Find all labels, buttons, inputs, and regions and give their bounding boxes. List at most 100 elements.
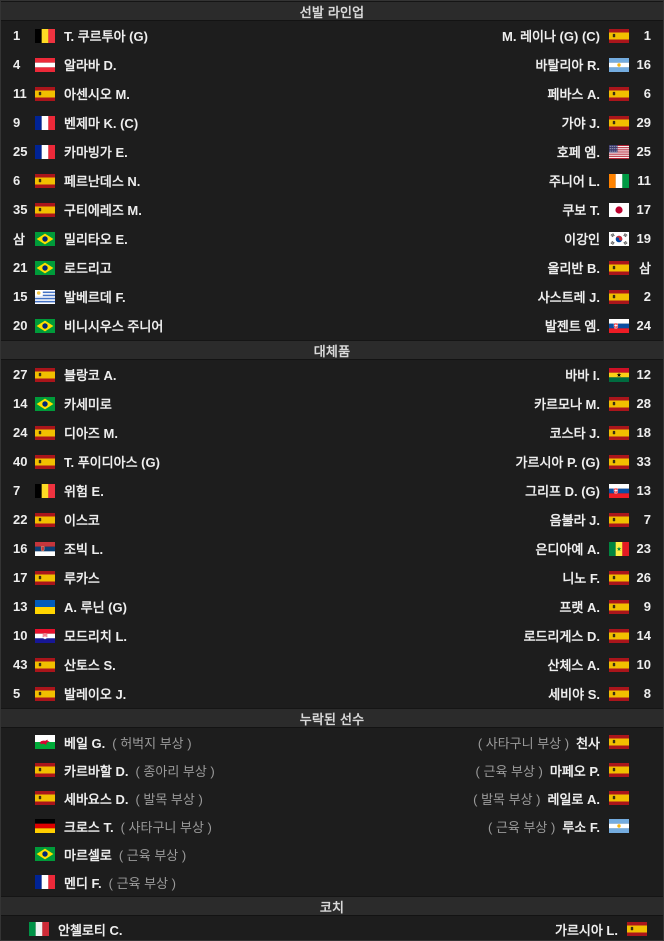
player-row[interactable]: 니노 F. 26	[332, 563, 663, 592]
player-row[interactable]: 세비야 S. 8	[332, 679, 663, 708]
player-row[interactable]: 멘디 F. ( 근육 부상 )	[1, 868, 332, 896]
player-name: 디아즈 M.	[64, 426, 118, 441]
player-row[interactable]: 17 루카스	[1, 563, 332, 592]
coach-row[interactable]: 안첼로티 C.	[1, 916, 332, 940]
away-missing-column: ( 사타구니 부상 ) 천사 ( 근육 부상 ) 마페오 P. ( 발목 부상 ) 레일로…	[332, 728, 663, 896]
player-row[interactable]: 올리반 B. 삼	[332, 253, 663, 282]
spain-flag-icon	[609, 628, 629, 643]
player-row[interactable]: 바바 I. 12	[332, 360, 663, 389]
player-row[interactable]: 7 위험 E.	[1, 476, 332, 505]
player-row[interactable]: 페바스 A. 6	[332, 79, 663, 108]
player-row[interactable]: 베일 G. ( 허벅지 부상 )	[1, 728, 332, 756]
player-row[interactable]: 27 블랑코 A.	[1, 360, 332, 389]
player-row[interactable]: 산체스 A. 10	[332, 650, 663, 679]
player-name: 알라바 D.	[64, 58, 117, 73]
player-row[interactable]: 5 발레이오 J.	[1, 679, 332, 708]
slovakia-flag-icon	[609, 318, 629, 333]
player-name: 모드리치 L.	[64, 629, 128, 644]
player-row[interactable]: 35 구티에레즈 M.	[1, 195, 332, 224]
player-row[interactable]: 6 페르난데스 N.	[1, 166, 332, 195]
player-row[interactable]: ( 발목 부상 ) 레일로 A.	[332, 784, 663, 812]
player-row[interactable]: 음불라 J. 7	[332, 505, 663, 534]
player-row[interactable]: 주니어 L. 11	[332, 166, 663, 195]
player-name: 카마빙가 E.	[64, 145, 128, 160]
player-row[interactable]: ( 근육 부상 ) 마페오 P.	[332, 756, 663, 784]
player-row[interactable]: 4 알라바 D.	[1, 50, 332, 79]
player-row[interactable]: 크로스 T. ( 사타구니 부상 )	[1, 812, 332, 840]
player-number: 10	[636, 657, 651, 672]
player-name: 은디아예 A.	[535, 542, 600, 557]
player-row[interactable]: 이강인 19	[332, 224, 663, 253]
player-name: 쿠보 T.	[562, 203, 600, 218]
brazil-flag-icon	[35, 231, 55, 246]
player-name: 가야 J.	[561, 116, 600, 131]
player-number: 19	[636, 231, 651, 246]
player-name: 마페오 P.	[549, 763, 600, 779]
player-row[interactable]: 10 모드리치 L.	[1, 621, 332, 650]
player-row[interactable]: 20 비니시우스 주니어	[1, 311, 332, 340]
injury-note: ( 근육 부상 )	[488, 819, 556, 835]
germany-flag-icon	[35, 819, 55, 833]
player-row[interactable]: 세바요스 D. ( 발목 부상 )	[1, 784, 332, 812]
player-name: 산체스 A.	[547, 658, 601, 673]
player-name: 카세미로	[64, 397, 112, 412]
section-lineup: 선발 라인업 1 T. 쿠르투아 (G) 4 알라바 D. 11 아센시오 M. 9 벤제마 …	[1, 1, 663, 340]
player-name: 멘디 F.	[64, 875, 102, 891]
player-row[interactable]: 로드리게스 D. 14	[332, 621, 663, 650]
player-row[interactable]: 가르시아 P. (G) 33	[332, 447, 663, 476]
player-row[interactable]: 25 카마빙가 E.	[1, 137, 332, 166]
spain-flag-icon	[35, 686, 55, 701]
player-row[interactable]: 은디아예 A. 23	[332, 534, 663, 563]
player-row[interactable]: 13 A. 루닌 (G)	[1, 592, 332, 621]
usa-flag-icon	[609, 144, 629, 159]
player-row[interactable]: 프랫 A. 9	[332, 592, 663, 621]
player-name: M. 레이나 (G) (C)	[502, 29, 600, 44]
player-number: 1	[13, 28, 21, 43]
player-row[interactable]: 코스타 J. 18	[332, 418, 663, 447]
injury-note: ( 종아리 부상 )	[135, 763, 215, 779]
spain-flag-icon	[35, 763, 55, 777]
player-row[interactable]: 바탈리아 R. 16	[332, 50, 663, 79]
player-row[interactable]: 40 T. 푸이디아스 (G)	[1, 447, 332, 476]
spain-flag-icon	[35, 657, 55, 672]
injury-note: ( 근육 부상 )	[108, 875, 176, 891]
player-row[interactable]: 15 발베르데 F.	[1, 282, 332, 311]
player-number: 17	[636, 202, 651, 217]
player-name: 니노 F.	[562, 571, 600, 586]
player-row[interactable]: 24 디아즈 M.	[1, 418, 332, 447]
player-name: 카르바할 D.	[64, 763, 129, 779]
player-row[interactable]: 발젠트 엠. 24	[332, 311, 663, 340]
senegal-flag-icon	[609, 541, 629, 556]
player-row[interactable]: 그리프 D. (G) 13	[332, 476, 663, 505]
player-row[interactable]: 22 이스코	[1, 505, 332, 534]
player-row[interactable]: 가야 J. 29	[332, 108, 663, 137]
player-number: 26	[636, 570, 651, 585]
player-row[interactable]: 11 아센시오 M.	[1, 79, 332, 108]
player-row[interactable]: ( 근육 부상 ) 루소 F.	[332, 812, 663, 840]
player-row[interactable]: 1 T. 쿠르투아 (G)	[1, 21, 332, 50]
player-number: 16	[636, 57, 651, 72]
player-row[interactable]: 9 벤제마 K. (C)	[1, 108, 332, 137]
player-name: A. 루닌 (G)	[64, 600, 127, 615]
player-row[interactable]: ( 사타구니 부상 ) 천사	[332, 728, 663, 756]
player-row[interactable]: 호페 엠. 25	[332, 137, 663, 166]
player-number: 24	[636, 318, 651, 333]
player-name: 블랑코 A.	[64, 368, 117, 383]
player-row[interactable]: 14 카세미로	[1, 389, 332, 418]
player-row[interactable]: M. 레이나 (G) (C) 1	[332, 21, 663, 50]
player-row[interactable]: 쿠보 T. 17	[332, 195, 663, 224]
player-row[interactable]: 카르모나 M. 28	[332, 389, 663, 418]
player-row[interactable]: 43 산토스 S.	[1, 650, 332, 679]
player-row[interactable]: 사스트레 J. 2	[332, 282, 663, 311]
player-number: 4	[13, 57, 21, 72]
player-row[interactable]: 마르셀로 ( 근육 부상 )	[1, 840, 332, 868]
player-number: 43	[13, 657, 28, 672]
player-row[interactable]: 16 조빅 L.	[1, 534, 332, 563]
player-row[interactable]: 카르바할 D. ( 종아리 부상 )	[1, 756, 332, 784]
player-row[interactable]: 21 로드리고	[1, 253, 332, 282]
injury-note: ( 발목 부상 )	[473, 791, 541, 807]
injury-note: ( 발목 부상 )	[135, 791, 203, 807]
player-row[interactable]: 삼 밀리타오 E.	[1, 224, 332, 253]
coach-row[interactable]: 가르시아 L.	[332, 916, 663, 940]
player-number: 20	[13, 318, 28, 333]
